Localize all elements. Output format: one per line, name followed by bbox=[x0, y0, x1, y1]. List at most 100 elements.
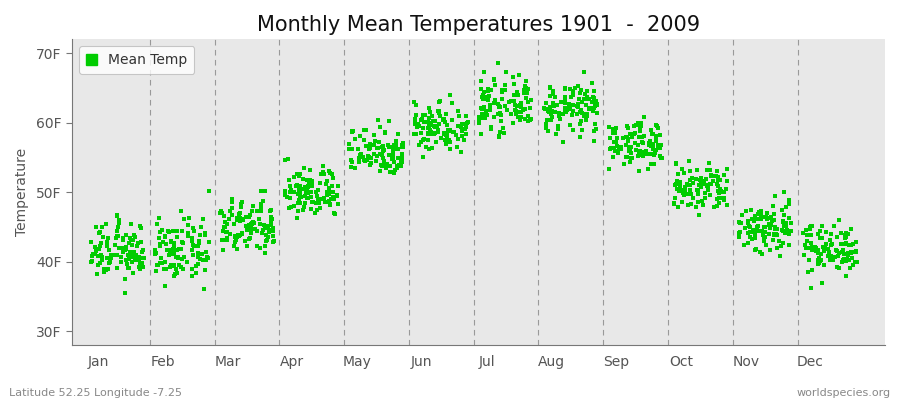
Point bbox=[238, 223, 253, 229]
Point bbox=[437, 137, 452, 143]
Point bbox=[185, 225, 200, 232]
Point bbox=[166, 262, 181, 268]
Point bbox=[654, 142, 669, 148]
Point bbox=[770, 230, 784, 237]
Point bbox=[839, 240, 853, 246]
Point bbox=[112, 220, 126, 226]
Point bbox=[302, 181, 317, 188]
Point bbox=[703, 192, 717, 198]
Point bbox=[778, 223, 793, 230]
Point bbox=[407, 98, 421, 105]
Point bbox=[784, 227, 798, 234]
Point bbox=[706, 178, 720, 184]
Point bbox=[562, 105, 576, 111]
Point bbox=[654, 155, 669, 161]
Point bbox=[821, 246, 835, 252]
Point bbox=[107, 252, 122, 258]
Point bbox=[590, 102, 604, 108]
Point bbox=[841, 231, 855, 238]
Point bbox=[835, 257, 850, 263]
Point bbox=[439, 110, 454, 117]
Point bbox=[606, 154, 620, 160]
Point bbox=[359, 143, 374, 149]
Point bbox=[380, 160, 394, 167]
Point bbox=[552, 110, 566, 116]
Point bbox=[234, 204, 248, 210]
Point bbox=[192, 240, 206, 246]
Point bbox=[122, 265, 137, 271]
Point bbox=[382, 118, 396, 125]
Point bbox=[376, 155, 391, 161]
Point bbox=[150, 220, 165, 227]
Point bbox=[508, 102, 523, 109]
Point bbox=[614, 145, 628, 151]
Point bbox=[653, 132, 668, 138]
Point bbox=[670, 171, 685, 178]
Point bbox=[493, 118, 508, 124]
Point bbox=[360, 157, 374, 163]
Point bbox=[696, 202, 710, 208]
Point bbox=[298, 193, 312, 199]
Point bbox=[188, 270, 202, 276]
Point bbox=[496, 125, 510, 131]
Point bbox=[298, 184, 312, 190]
Point bbox=[488, 97, 502, 104]
Point bbox=[157, 266, 171, 272]
Point bbox=[487, 100, 501, 106]
Point bbox=[671, 188, 686, 194]
Point bbox=[293, 187, 308, 193]
Point bbox=[449, 132, 464, 138]
Point bbox=[572, 96, 587, 102]
Point bbox=[644, 151, 658, 158]
Point bbox=[683, 168, 698, 174]
Point bbox=[176, 240, 191, 246]
Point bbox=[228, 233, 242, 240]
Point bbox=[176, 254, 191, 260]
Point bbox=[422, 130, 436, 137]
Point bbox=[101, 266, 115, 272]
Point bbox=[151, 262, 166, 269]
Point bbox=[424, 122, 438, 128]
Point bbox=[330, 201, 345, 208]
Point bbox=[110, 252, 124, 258]
Point bbox=[748, 230, 762, 237]
Point bbox=[418, 143, 433, 150]
Point bbox=[386, 147, 400, 153]
Point bbox=[573, 106, 588, 113]
Point bbox=[546, 100, 561, 106]
Point bbox=[690, 191, 705, 198]
Point bbox=[291, 199, 305, 206]
Point bbox=[518, 87, 533, 93]
Point bbox=[813, 228, 827, 234]
Point bbox=[164, 238, 178, 244]
Point bbox=[773, 253, 788, 260]
Point bbox=[392, 155, 406, 161]
Point bbox=[388, 143, 402, 149]
Point bbox=[482, 93, 496, 99]
Point bbox=[558, 100, 572, 106]
Point bbox=[772, 237, 787, 244]
Point bbox=[493, 112, 508, 118]
Point bbox=[637, 133, 652, 140]
Point bbox=[719, 202, 733, 208]
Point bbox=[690, 199, 705, 205]
Point bbox=[266, 228, 280, 234]
Point bbox=[521, 99, 535, 105]
Point bbox=[323, 169, 338, 176]
Point bbox=[182, 215, 196, 221]
Point bbox=[135, 247, 149, 253]
Point bbox=[589, 126, 603, 132]
Point bbox=[483, 104, 498, 111]
Point bbox=[135, 254, 149, 261]
Point bbox=[684, 191, 698, 198]
Point bbox=[753, 228, 768, 234]
Point bbox=[709, 168, 724, 175]
Point bbox=[512, 117, 526, 124]
Point bbox=[308, 210, 322, 216]
Point bbox=[389, 142, 403, 148]
Point bbox=[428, 123, 442, 130]
Point bbox=[289, 183, 303, 189]
Point bbox=[514, 104, 528, 110]
Point bbox=[395, 154, 410, 161]
Point bbox=[568, 85, 582, 92]
